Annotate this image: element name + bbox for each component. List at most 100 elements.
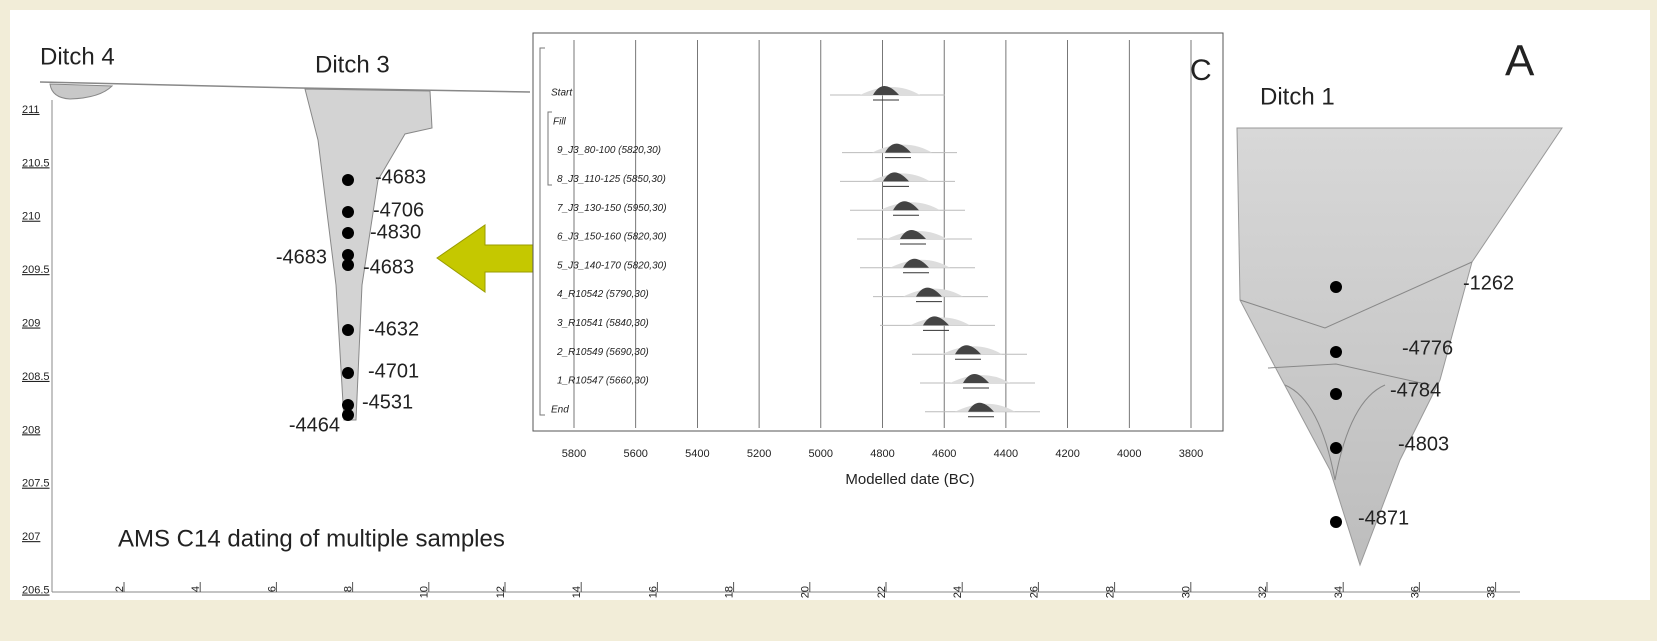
x-tick-label: 28 <box>1105 586 1117 598</box>
x-tick-label: 30 <box>1181 586 1193 598</box>
row-label: 5_J3_140-170 (5820,30) <box>557 260 667 271</box>
posterior-dist <box>968 402 994 412</box>
sample-date: -4830 <box>370 221 421 243</box>
y-tick-label: 207 <box>22 531 40 543</box>
x-tick-label: 8 <box>343 586 355 592</box>
row-label: End <box>551 404 569 415</box>
sample-dot <box>342 399 354 411</box>
inset-x-tick-label: 4600 <box>932 448 956 460</box>
sample-dot <box>342 324 354 336</box>
row-label: 6_J3_150-160 (5820,30) <box>557 232 667 243</box>
y-tick-label: 211 <box>22 104 40 116</box>
caption: AMS C14 dating of multiple samples <box>118 525 505 552</box>
y-tick-label: 209 <box>22 318 40 330</box>
posterior-dist <box>893 201 919 211</box>
posterior-dist <box>900 230 926 239</box>
inset-x-tick-label: 5600 <box>623 448 647 460</box>
posterior-dist <box>955 345 981 355</box>
sample-date: -4784 <box>1390 379 1441 401</box>
sample-date: -4531 <box>362 391 413 413</box>
x-tick-label: 2 <box>114 586 126 592</box>
sample-dot <box>342 409 354 421</box>
sample-dot <box>1330 442 1342 454</box>
x-tick-label: 26 <box>1028 586 1040 598</box>
posterior-dist <box>916 287 942 297</box>
bracket <box>547 111 552 186</box>
inset-x-tick-label: 5200 <box>747 448 771 460</box>
row-label: 3_R10541 (5840,30) <box>557 318 649 329</box>
row-label: 8_J3_110-125 (5850,30) <box>557 174 666 185</box>
inset-x-tick-label: 5000 <box>809 448 833 460</box>
sample-date: -4464 <box>289 414 340 436</box>
sample-dot <box>342 249 354 261</box>
x-tick-label: 16 <box>647 586 659 598</box>
sample-date: -4632 <box>368 318 419 340</box>
sample-date: -4683 <box>363 256 414 278</box>
x-tick-label: 4 <box>190 586 202 592</box>
ground-line <box>39 81 531 93</box>
row-label: 1_R10547 (5660,30) <box>557 376 649 387</box>
x-tick-label: 34 <box>1333 586 1345 598</box>
sample-date: -1262 <box>1463 272 1514 294</box>
x-tick-label: 36 <box>1409 586 1421 598</box>
row-label: 9_J3_80-100 (5820,30) <box>557 145 661 156</box>
posterior-dist <box>883 172 909 182</box>
inset-x-tick-label: 4000 <box>1117 448 1141 460</box>
sample-date: -4683 <box>276 246 327 268</box>
bracket <box>539 47 545 416</box>
row-label: 2_R10549 (5690,30) <box>556 347 649 358</box>
inset-x-label: Modelled date (BC) <box>845 471 974 488</box>
y-tick-label: 207.5 <box>22 478 50 490</box>
inset-x-tick-label: 3800 <box>1179 448 1203 460</box>
row-label: 4_R10542 (5790,30) <box>557 289 649 300</box>
x-tick-label: 14 <box>571 586 583 598</box>
sample-date: -4776 <box>1402 337 1453 359</box>
x-tick-label: 24 <box>952 586 964 598</box>
inset-frame <box>532 32 1224 432</box>
sample-dot <box>1330 346 1342 358</box>
x-tick-label: 22 <box>876 586 888 598</box>
x-tick-label: 10 <box>419 586 431 598</box>
ditch-label: Ditch 4 <box>40 43 115 70</box>
sample-dot <box>342 227 354 239</box>
ditch-1-profile <box>1236 127 1563 567</box>
y-tick-label: 208 <box>22 424 40 436</box>
sample-date: -4803 <box>1398 433 1449 455</box>
x-tick-label: 18 <box>724 586 736 598</box>
sample-dot <box>342 259 354 271</box>
sample-dot <box>1330 516 1342 528</box>
inset-x-tick-label: 4200 <box>1055 448 1079 460</box>
row-label: Start <box>551 88 573 99</box>
inset-x-tick-label: 5800 <box>562 448 586 460</box>
ditch-1-layer <box>1284 384 1386 481</box>
ditch-label: Ditch 3 <box>315 51 390 78</box>
sample-date: -4706 <box>373 199 424 221</box>
x-tick-label: 6 <box>266 586 278 592</box>
ditch-1-layer <box>1267 363 1431 386</box>
sample-dot <box>342 367 354 379</box>
ditch-4-profile <box>49 83 114 100</box>
x-tick-label: 12 <box>495 586 507 598</box>
y-tick-label: 210 <box>22 211 40 223</box>
sample-dot <box>1330 281 1342 293</box>
inset-x-tick-label: 5400 <box>685 448 709 460</box>
posterior-dist <box>963 374 989 383</box>
ditch-3-profile <box>304 88 433 421</box>
sample-dot <box>342 174 354 186</box>
sample-date: -4701 <box>368 360 419 382</box>
x-tick-label: 32 <box>1257 586 1269 598</box>
inset-x-tick-label: 4800 <box>870 448 894 460</box>
panel-label: A <box>1505 37 1535 86</box>
sample-dot <box>342 206 354 218</box>
sample-date: -4871 <box>1358 507 1409 529</box>
row-label: Fill <box>553 116 567 127</box>
ditch-1-layer <box>1239 261 1473 329</box>
inset-label: C <box>1190 54 1212 87</box>
y-tick-label: 208.5 <box>22 371 50 383</box>
ditch-label: Ditch 1 <box>1260 83 1335 110</box>
y-tick-label: 209.5 <box>22 264 50 276</box>
inset-x-tick-label: 4400 <box>994 448 1018 460</box>
y-tick-label: 210.5 <box>22 157 50 169</box>
y-tick-label: 206.5 <box>22 585 50 597</box>
